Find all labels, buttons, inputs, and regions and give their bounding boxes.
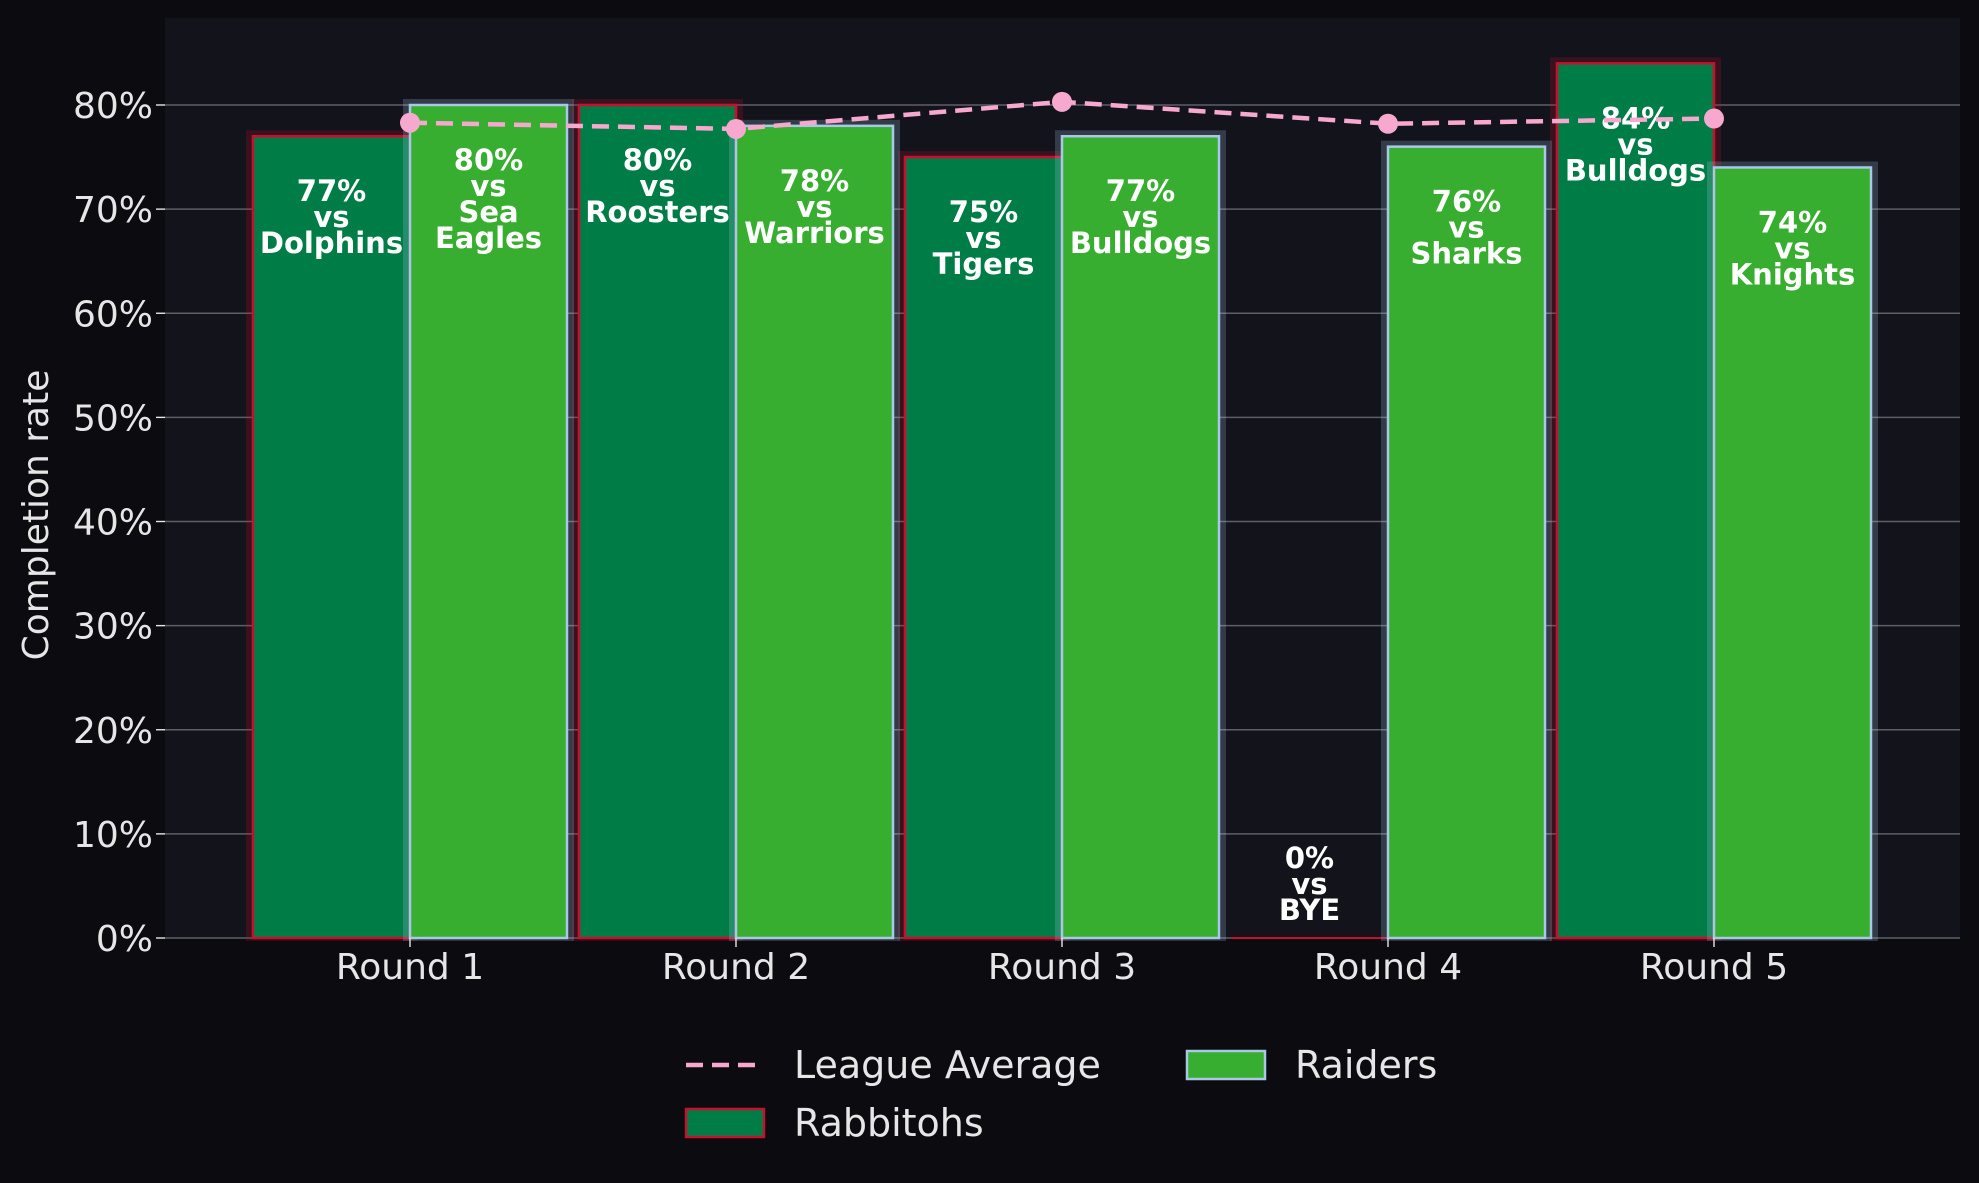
bar-label-line: Tigers	[933, 247, 1035, 281]
bar-rabbitohs-5	[1555, 62, 1716, 940]
bar-label-rabbitohs-3: 75% vs Tigers	[933, 195, 1035, 281]
league-average-point-4	[1378, 113, 1398, 134]
bar-label-rabbitohs-1: 77% vs Dolphins	[260, 174, 403, 260]
bar-label-line: Warriors	[744, 216, 885, 250]
y-tick-label-40: 40%	[73, 503, 153, 544]
bar-label-line: vs	[965, 221, 1001, 255]
bar-label-line: 80%	[454, 143, 523, 177]
bar-label-rabbitohs-4: 0% vs BYE	[1279, 841, 1340, 927]
league-average-point-1	[400, 112, 420, 133]
bar-raiders-1	[408, 103, 569, 940]
y-tick-label-50: 50%	[73, 398, 153, 439]
bar-label-raiders-1: 80% vs Sea Eagles	[435, 143, 542, 255]
legend-label-league-average: League Average	[794, 1043, 1101, 1087]
bar-raiders-3	[1060, 134, 1221, 940]
y-tick-label-0: 0%	[96, 919, 153, 960]
bar-label-raiders-2: 78% vs Warriors	[744, 164, 885, 250]
x-tick-label-4: Round 4	[1314, 947, 1462, 988]
bar-raiders-5	[1712, 166, 1873, 940]
bar-label-line: vs	[470, 169, 506, 203]
y-axis-title: Completion rate	[16, 370, 57, 661]
legend-label-raiders: Raiders	[1295, 1043, 1437, 1087]
y-tick-label-80: 80%	[73, 86, 153, 127]
bar-rabbitohs-2	[577, 103, 738, 940]
bar-label-line: 76%	[1432, 185, 1501, 219]
bar-label-line: vs	[796, 190, 832, 224]
bar-label-rabbitohs-2: 80% vs Roosters	[585, 143, 730, 229]
bar-label-raiders-5: 74% vs Knights	[1730, 205, 1856, 291]
y-axis-ticks: 0% 10% 20% 30% 40% 50% 60% 70% 80%	[73, 86, 165, 960]
bar-label-line: 77%	[1106, 174, 1175, 208]
league-average-point-3	[1052, 91, 1072, 112]
bar-label-line: 0%	[1285, 841, 1334, 875]
bar-label-line: 80%	[623, 143, 692, 177]
legend: League Average Rabbitohs Raiders	[684, 1043, 1437, 1145]
bars	[246, 57, 1878, 942]
bar-label-line: vs	[639, 169, 675, 203]
league-average-point-2	[726, 118, 746, 139]
legend-label-rabbitohs: Rabbitohs	[794, 1101, 984, 1145]
bar-rabbitohs-3	[903, 155, 1064, 940]
x-axis-ticks: Round 1 Round 2 Round 3 Round 4 Round 5	[336, 938, 1788, 988]
bar-label-line: Bulldogs	[1565, 153, 1706, 187]
bar-label-line: vs	[1774, 231, 1810, 265]
bar-label-line: Roosters	[585, 195, 730, 229]
bar-label-line: Knights	[1730, 257, 1856, 291]
bar-label-line: Eagles	[435, 221, 542, 255]
bar-label-line: vs	[1448, 211, 1484, 245]
bar-label-raiders-3: 77% vs Bulldogs	[1070, 174, 1211, 260]
y-tick-label-60: 60%	[73, 294, 153, 335]
league-average-line	[400, 91, 1724, 139]
legend-swatch-rabbitohs	[684, 1107, 766, 1139]
bar-label-line: Sharks	[1411, 237, 1523, 271]
y-tick-label-20: 20%	[73, 711, 153, 752]
bar-label-line: Sea	[458, 195, 518, 229]
bar-label-line: 78%	[780, 164, 849, 198]
bar-label-line: Dolphins	[260, 226, 403, 260]
bar-label-line: 77%	[297, 174, 366, 208]
bar-raiders-4	[1386, 145, 1547, 940]
legend-swatch-raiders	[1185, 1049, 1267, 1081]
league-average-point-5	[1704, 108, 1724, 129]
bar-label-line: vs	[1617, 127, 1653, 161]
x-tick-label-3: Round 3	[988, 947, 1136, 988]
x-tick-label-1: Round 1	[336, 947, 484, 988]
bar-label-raiders-4: 76% vs Sharks	[1411, 185, 1523, 271]
bar-label-line: 75%	[949, 195, 1018, 229]
bar-label-line: BYE	[1279, 893, 1340, 927]
bar-label-line: Bulldogs	[1070, 226, 1211, 260]
x-tick-label-2: Round 2	[662, 947, 810, 988]
y-tick-label-30: 30%	[73, 607, 153, 648]
bar-label-line: vs	[1122, 200, 1158, 234]
y-tick-label-70: 70%	[73, 190, 153, 231]
x-tick-label-5: Round 5	[1640, 947, 1788, 988]
bar-label-line: vs	[1291, 867, 1327, 901]
bar-label-line: vs	[313, 200, 349, 234]
y-tick-label-10: 10%	[73, 815, 153, 856]
bar-raiders-2	[734, 124, 895, 940]
bar-label-line: 74%	[1758, 205, 1827, 239]
